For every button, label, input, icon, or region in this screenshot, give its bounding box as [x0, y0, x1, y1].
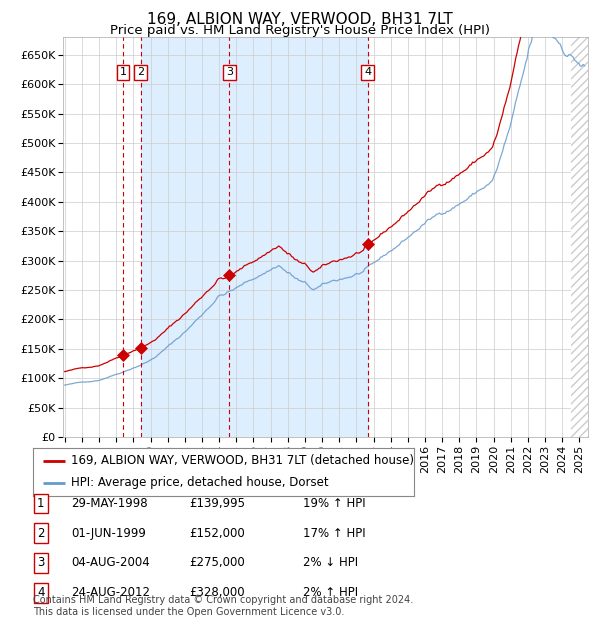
Text: 1: 1: [37, 497, 44, 510]
Bar: [140, 37, 368, 437]
Text: 01-JUN-1999: 01-JUN-1999: [71, 527, 146, 539]
Text: 2: 2: [37, 527, 44, 539]
Text: Price paid vs. HM Land Registry's House Price Index (HPI): Price paid vs. HM Land Registry's House …: [110, 24, 490, 37]
Text: £152,000: £152,000: [189, 527, 245, 539]
Text: 17% ↑ HPI: 17% ↑ HPI: [303, 527, 365, 539]
Text: 169, ALBION WAY, VERWOOD, BH31 7LT (detached house): 169, ALBION WAY, VERWOOD, BH31 7LT (deta…: [71, 454, 414, 467]
Text: 4: 4: [364, 68, 371, 78]
Text: Contains HM Land Registry data © Crown copyright and database right 2024.
This d: Contains HM Land Registry data © Crown c…: [33, 595, 413, 617]
Bar: [571, 37, 600, 437]
Text: 1: 1: [120, 68, 127, 78]
Text: 2% ↑ HPI: 2% ↑ HPI: [303, 587, 358, 599]
Bar: [571, 37, 600, 437]
Text: 2: 2: [137, 68, 144, 78]
Text: 169, ALBION WAY, VERWOOD, BH31 7LT: 169, ALBION WAY, VERWOOD, BH31 7LT: [147, 12, 453, 27]
Text: HPI: Average price, detached house, Dorset: HPI: Average price, detached house, Dors…: [71, 476, 329, 489]
Text: 29-MAY-1998: 29-MAY-1998: [71, 497, 148, 510]
Text: £139,995: £139,995: [189, 497, 245, 510]
Text: 3: 3: [226, 68, 233, 78]
Text: 24-AUG-2012: 24-AUG-2012: [71, 587, 150, 599]
Text: 4: 4: [37, 587, 44, 599]
Text: 04-AUG-2004: 04-AUG-2004: [71, 557, 149, 569]
Text: 19% ↑ HPI: 19% ↑ HPI: [303, 497, 365, 510]
Text: £275,000: £275,000: [189, 557, 245, 569]
Text: £328,000: £328,000: [189, 587, 245, 599]
Text: 2% ↓ HPI: 2% ↓ HPI: [303, 557, 358, 569]
Text: 3: 3: [37, 557, 44, 569]
